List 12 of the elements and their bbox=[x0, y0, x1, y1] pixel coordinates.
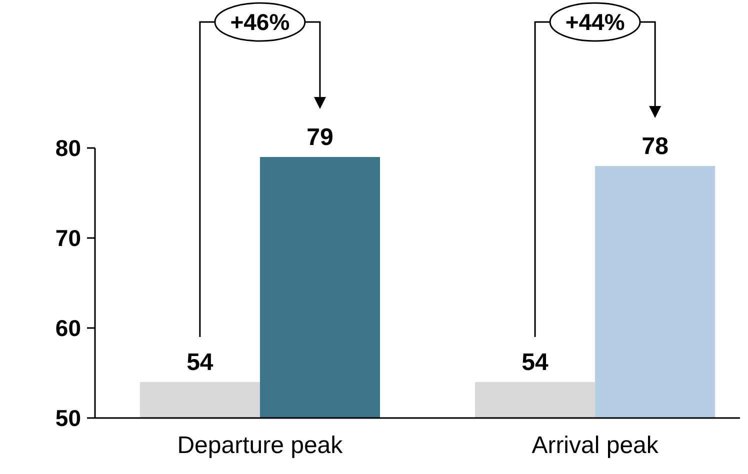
data-label: 54 bbox=[186, 349, 214, 376]
data-label: 78 bbox=[642, 133, 668, 160]
y-tick-label: 50 bbox=[55, 405, 81, 432]
text: +44% bbox=[565, 9, 625, 36]
y-tick-label: 60 bbox=[55, 315, 81, 342]
data-label: 54 bbox=[522, 349, 550, 376]
data-label: 79 bbox=[306, 124, 334, 151]
x-tick-label: Departure peak bbox=[177, 432, 344, 459]
text: +46% bbox=[230, 9, 290, 36]
y-tick-label: 80 bbox=[55, 135, 81, 162]
x-tick-label: Arrival peak bbox=[532, 432, 660, 459]
y-tick-label: 70 bbox=[55, 225, 81, 252]
